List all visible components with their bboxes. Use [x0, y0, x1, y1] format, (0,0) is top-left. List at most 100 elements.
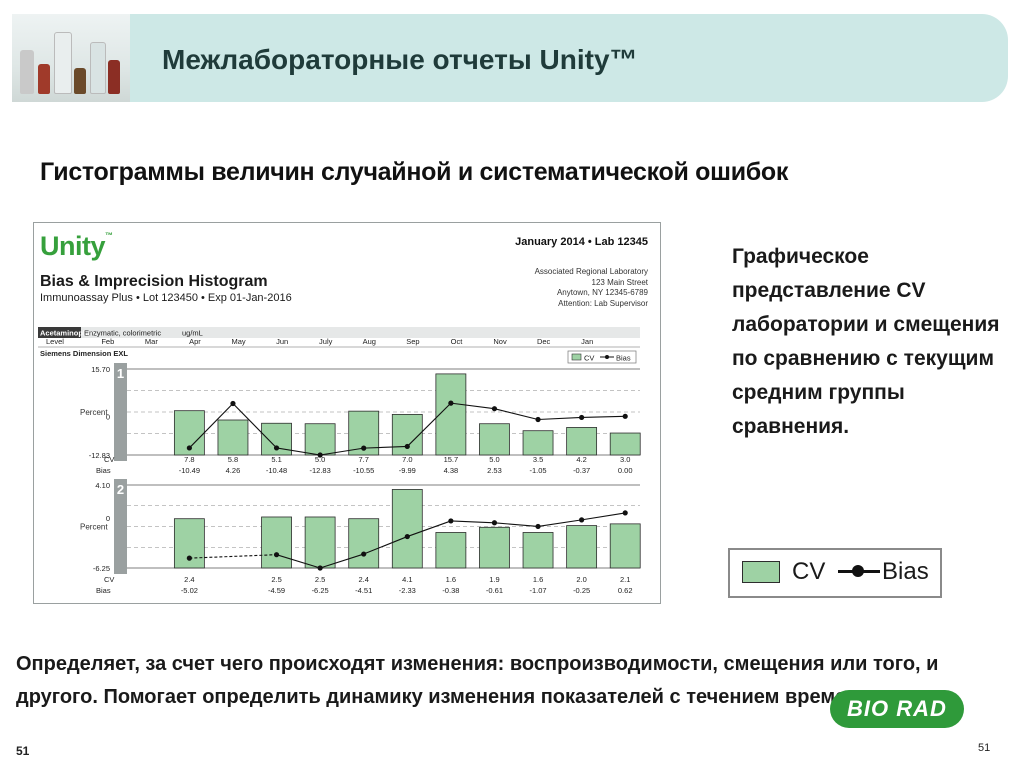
lab-bottles-photo-icon — [12, 14, 130, 102]
level-tab — [114, 363, 127, 461]
report-period: January 2014 • Lab 12345 — [515, 236, 648, 248]
y-tick-label: 0 — [106, 514, 110, 523]
month-tick-label: Mar — [145, 337, 158, 346]
page-number: 51 — [16, 744, 30, 758]
bias-point — [186, 445, 192, 451]
slide-title: Межлабораторные отчеты Unity™ — [162, 44, 638, 75]
address-line: Associated Regional Laboratory — [534, 267, 648, 276]
month-tick-label: May — [231, 337, 245, 346]
bias-point — [361, 551, 367, 557]
cv-value-label: 4.2 — [576, 455, 586, 464]
bottle-icon — [54, 32, 72, 94]
cv-bar — [391, 489, 423, 569]
percent-axis-label: Percent — [80, 408, 108, 417]
bias-line-segment — [189, 554, 277, 559]
analyte-strip — [38, 327, 640, 338]
cv-bar — [304, 423, 336, 456]
bias-line-segment — [276, 554, 321, 569]
bias-value-label: -0.25 — [573, 586, 590, 595]
bias-value-label: -1.05 — [529, 466, 546, 475]
bias-point — [535, 416, 541, 423]
bias-row-label: Bias — [96, 586, 111, 595]
bias-point — [186, 555, 192, 561]
month-tick-label: Jan — [581, 337, 593, 346]
bias-value-label: -4.59 — [268, 586, 285, 595]
bias-point — [622, 510, 628, 516]
cv-value-label: 7.7 — [358, 455, 368, 464]
slide-header: Межлабораторные отчеты Unity™ — [12, 14, 1008, 102]
report-legend-bias: Bias — [616, 354, 631, 363]
bias-point — [361, 445, 367, 451]
bias-value-label: -2.33 — [399, 586, 416, 595]
bias-value-label: -1.07 — [529, 586, 546, 595]
bias-line-segment — [320, 447, 364, 456]
bias-value-label: 0.62 — [618, 586, 633, 595]
bias-value-label: -9.99 — [399, 466, 416, 475]
bottom-description: Определяет, за счет чего происходят изме… — [16, 653, 939, 708]
bottle-icon — [38, 64, 50, 94]
bias-line-segment — [581, 512, 626, 521]
cv-bar — [609, 432, 641, 456]
bias-point — [579, 517, 585, 523]
cv-value-label: 7.0 — [402, 455, 412, 464]
bias-line-segment — [450, 402, 495, 410]
bottle-icon — [74, 68, 86, 94]
month-tick-label: Apr — [189, 337, 201, 346]
bias-row-label: Bias — [96, 466, 111, 475]
bias-point — [491, 520, 498, 526]
bias-line-segment — [450, 520, 495, 524]
percent-axis-label: Percent — [80, 523, 108, 532]
y-tick-label: -12.83 — [89, 451, 110, 460]
y-tick-label: 4.10 — [95, 481, 110, 490]
cv-value-label: 2.0 — [576, 575, 586, 584]
bias-value-label: -10.48 — [266, 466, 287, 475]
cv-value-label: 5.8 — [228, 455, 238, 464]
cv-value-label: 1.9 — [489, 575, 499, 584]
month-tick-label: Aug — [363, 337, 376, 346]
bias-value-label: -4.51 — [355, 586, 372, 595]
level-number: 1 — [117, 366, 124, 381]
bias-value-label: 4.26 — [226, 466, 241, 475]
cv-value-label: 5.0 — [489, 455, 499, 464]
bio-rad-logo: BIO RAD — [830, 690, 964, 728]
cv-value-label: 5.0 — [315, 455, 325, 464]
bias-value-label: -0.37 — [573, 466, 590, 475]
report-subtitle: Immunoassay Plus • Lot 123450 • Exp 01-J… — [40, 292, 292, 304]
level-number: 2 — [117, 482, 124, 497]
cv-bar — [566, 525, 598, 569]
bottle-icon — [20, 50, 34, 94]
bias-value-label: 4.38 — [444, 466, 459, 475]
side-description: Графическое представление CV лаборатории… — [732, 245, 1000, 438]
month-tick-label: Jun — [276, 337, 288, 346]
bias-value-label: -6.25 — [312, 586, 329, 595]
cv-bar — [522, 532, 554, 569]
analyte-method: Enzymatic, colorimetric — [84, 329, 161, 338]
cv-bar — [609, 523, 641, 569]
bias-value-label: -10.49 — [179, 466, 200, 475]
bias-point — [273, 445, 280, 451]
address-line: Anytown, NY 12345-6789 — [556, 288, 648, 297]
bias-point — [622, 413, 628, 419]
analyte-badge — [38, 327, 81, 338]
month-tick-label: Dec — [537, 337, 551, 346]
cv-value-label: 3.5 — [533, 455, 543, 464]
bias-point — [230, 400, 236, 407]
bias-point — [448, 400, 454, 406]
cv-bar — [348, 518, 380, 569]
report-legend-cv-swatch — [571, 353, 582, 361]
bias-line-segment — [363, 536, 408, 555]
header-banner — [122, 14, 1008, 102]
bias-legend-dot — [852, 565, 864, 577]
cv-value-label: 15.7 — [444, 455, 459, 464]
address-line: 123 Main Street — [591, 277, 648, 287]
cv-bar — [261, 516, 292, 569]
y-tick-label: 15.70 — [91, 365, 110, 374]
bias-point — [404, 533, 410, 540]
bias-value-label: 0.00 — [618, 466, 633, 475]
bias-line-segment — [581, 415, 626, 418]
y-tick-label: -6.25 — [93, 564, 110, 573]
cv-value-label: 1.6 — [533, 575, 543, 584]
report-title: Bias & Imprecision Histogram — [40, 273, 268, 290]
cv-value-label: 7.8 — [184, 455, 194, 464]
bias-line-segment — [494, 408, 539, 421]
